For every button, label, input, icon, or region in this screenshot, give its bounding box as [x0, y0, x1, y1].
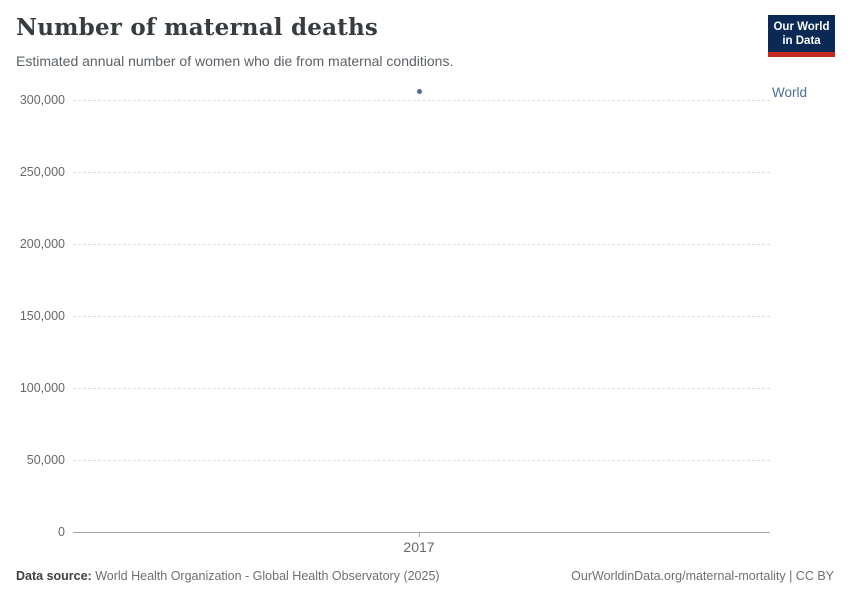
y-tick-label: 0 [58, 525, 65, 539]
y-tick-label: 250,000 [19, 165, 65, 179]
y-tick-label: 50,000 [26, 453, 65, 467]
datasource-note: Data source: World Health Organization -… [16, 569, 440, 583]
y-tick-label: 150,000 [19, 309, 65, 323]
x-tick-label: 2017 [403, 539, 435, 555]
gridline [73, 316, 770, 317]
owid-logo-text-line1: Our World [773, 21, 830, 33]
data-point-world-2017[interactable] [416, 88, 422, 94]
owid-logo[interactable]: Our World in Data [768, 15, 835, 57]
gridline [73, 388, 770, 389]
datasource-text: World Health Organization - Global Healt… [91, 569, 440, 583]
chart-title: Number of maternal deaths [16, 14, 379, 41]
gridline [73, 100, 770, 101]
x-tick-mark [419, 532, 420, 537]
y-tick-label: 200,000 [19, 237, 65, 251]
chart-subtitle: Estimated annual number of women who die… [16, 53, 454, 69]
x-axis-line [73, 532, 770, 533]
datasource-label: Data source: [16, 569, 92, 583]
gridline [73, 460, 770, 461]
y-tick-label: 100,000 [19, 381, 65, 395]
y-tick-label: 300,000 [19, 93, 65, 107]
license-link[interactable]: OurWorldinData.org/maternal-mortality | … [571, 569, 834, 583]
gridline [73, 244, 770, 245]
series-label-world[interactable]: World [772, 85, 808, 100]
owid-logo-text-line2: in Data [782, 35, 821, 47]
gridline [73, 172, 770, 173]
